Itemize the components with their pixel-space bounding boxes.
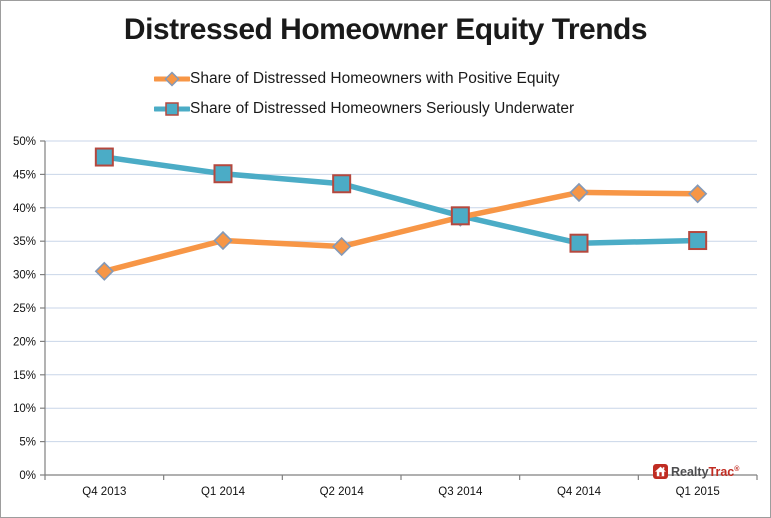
y-axis-tick-label: 15% [13, 370, 36, 382]
y-axis-tick-label: 20% [13, 336, 36, 348]
y-axis-tick-label: 40% [13, 203, 36, 215]
x-axis-tick-label: Q3 2014 [438, 486, 483, 498]
y-axis-tick-label: 25% [13, 303, 36, 315]
marker-diamond-positive-equity [332, 236, 352, 257]
x-axis-tick-label: Q4 2014 [557, 486, 602, 498]
legend-marker-diamond-icon [152, 69, 192, 89]
marker-diamond-positive-equity [569, 182, 589, 203]
y-axis-tick-label: 45% [13, 169, 36, 181]
legend-label-seriously-underwater: Share of Distressed Homeowners Seriously… [190, 100, 575, 117]
marker-diamond-positive-equity [688, 184, 708, 204]
marker-square-seriously-underwater [569, 233, 589, 253]
y-axis-tick-label: 5% [19, 437, 36, 449]
y-axis-tick-label: 50% [13, 136, 36, 148]
house-icon [653, 464, 668, 479]
logo-registered-mark: ® [734, 466, 740, 474]
y-axis-tick-label: 35% [13, 236, 36, 248]
marker-square-seriously-underwater [332, 174, 352, 194]
logo-text-realty: Realty [671, 465, 709, 480]
y-axis-tick-label: 10% [13, 403, 36, 415]
x-axis-tick-label: Q1 2014 [201, 486, 246, 498]
x-axis-tick-label: Q2 2014 [320, 486, 365, 498]
marker-square-seriously-underwater [94, 147, 114, 167]
line-seriously-underwater [101, 154, 701, 246]
y-axis-tick-label: 30% [13, 270, 36, 282]
marker-square-seriously-underwater [213, 164, 233, 184]
line-positive-equity [101, 189, 701, 275]
logo-text: RealtyTrac® [671, 462, 739, 480]
realtytrac-logo: RealtyTrac® [653, 463, 739, 480]
x-axis-tick-label: Q4 2013 [82, 486, 126, 498]
legend-item-positive-equity: Share of Distressed Homeowners with Posi… [152, 67, 574, 91]
marker-diamond-positive-equity [213, 230, 233, 251]
legend: Share of Distressed Homeowners with Posi… [152, 67, 575, 127]
legend-item-seriously-underwater: Share of Distressed Homeowners Seriously… [152, 97, 575, 121]
chart-title: Distressed Homeowner Equity Trends [123, 13, 648, 46]
x-axis-tick-label: Q1 2015 [676, 486, 720, 498]
legend-marker-square-icon [152, 99, 192, 119]
marker-square-seriously-underwater [688, 231, 708, 251]
y-axis-tick-label: 0% [19, 470, 36, 482]
marker-diamond-positive-equity [94, 261, 114, 281]
marker-square-seriously-underwater [450, 206, 470, 226]
legend-label-positive-equity: Share of Distressed Homeowners with Posi… [190, 70, 560, 87]
logo-text-trac: Trac [708, 465, 735, 480]
